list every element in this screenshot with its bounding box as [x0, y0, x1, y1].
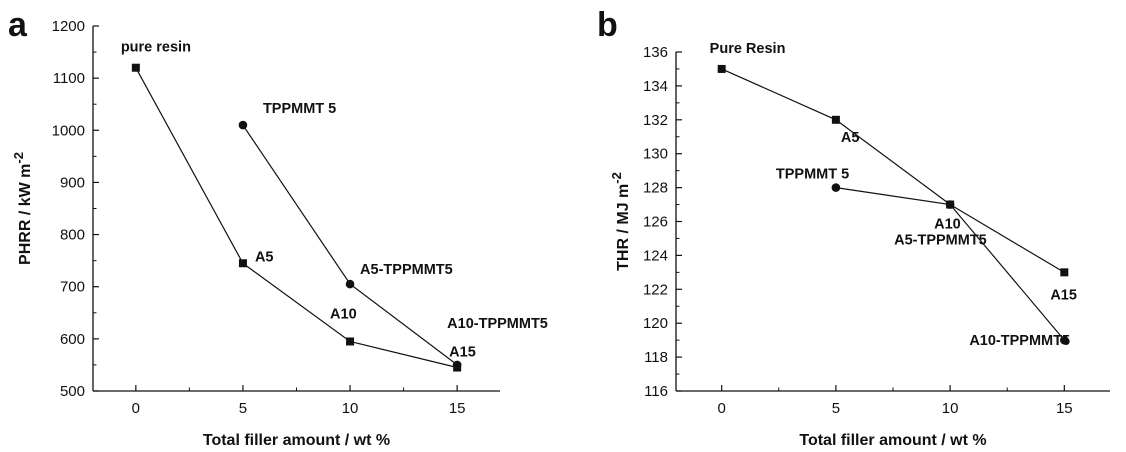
y-tick-label: 500 — [60, 383, 85, 400]
y-tick-label: 1200 — [52, 18, 85, 35]
x-tick-label: 10 — [942, 400, 959, 417]
data-annotation: A5 — [255, 249, 274, 265]
y-tick-label: 122 — [643, 281, 668, 298]
data-annotation: A5-TPPMMT5 — [894, 233, 987, 249]
data-annotation: A10-TPPMMT5 — [447, 316, 548, 332]
y-axis-label: PHRR / kW m-2 — [11, 152, 34, 265]
y-tick-label: 1100 — [53, 70, 85, 87]
y-tick-label: 700 — [60, 279, 85, 296]
y-axis-label: THR / MJ m-2 — [609, 172, 632, 271]
series-line-2 — [835, 187, 1065, 341]
y-tick-label: 132 — [643, 112, 668, 129]
x-tick-label: 15 — [1056, 400, 1073, 417]
data-annotation: Pure Resin — [710, 41, 786, 57]
data-annotation: A10 — [330, 306, 357, 322]
y-axis-label-superscript: -2 — [11, 152, 26, 164]
y-axis-label-superscript: -2 — [609, 172, 624, 184]
x-tick-label: 5 — [832, 400, 840, 417]
y-tick-label: 800 — [60, 227, 85, 244]
y-tick-label: 900 — [60, 174, 85, 191]
x-axis-label: Total filler amount / wt % — [799, 432, 986, 449]
x-axis-label: Total filler amount / wt % — [203, 432, 390, 449]
series-line-1 — [721, 68, 1065, 273]
data-point-square — [1060, 268, 1069, 277]
data-annotation: A5-TPPMMT5 — [360, 262, 453, 278]
x-tick-label: 15 — [449, 400, 466, 417]
x-tick-label: 5 — [239, 400, 247, 417]
data-annotation: A10-TPPMMT5 — [969, 333, 1070, 349]
panel-a: a 500 600 700 800 900 1000 1100 1200 0 5 10 15 Total … — [8, 6, 548, 449]
data-point-circle — [238, 120, 248, 130]
data-point-circle — [831, 183, 841, 192]
data-point-square — [346, 337, 355, 346]
data-annotation: A15 — [1050, 287, 1077, 303]
data-annotation: TPPMMT 5 — [263, 101, 336, 117]
data-annotation: A15 — [449, 345, 476, 361]
data-point-square — [717, 64, 726, 73]
y-tick-label: 126 — [643, 214, 668, 231]
y-tick-label: 128 — [643, 180, 668, 197]
data-annotation: A5 — [841, 130, 860, 146]
x-tick-label: 0 — [718, 400, 726, 417]
x-tick-label: 0 — [132, 400, 140, 417]
data-point-circle — [945, 200, 955, 209]
data-point-square — [831, 115, 840, 124]
y-tick-label: 1000 — [52, 122, 85, 139]
y-tick-label: 116 — [644, 383, 668, 400]
y-tick-label: 134 — [643, 78, 668, 95]
y-tick-label: 120 — [643, 315, 668, 332]
data-point-square — [238, 259, 247, 268]
data-annotation: A10 — [934, 217, 961, 233]
y-tick-label: 136 — [643, 44, 668, 61]
panel-letter: a — [8, 6, 28, 44]
series-line-1 — [135, 67, 458, 369]
series-line-2 — [242, 124, 458, 366]
data-point-circle — [1060, 335, 1069, 345]
y-tick-label: 124 — [643, 247, 668, 264]
data-point-circle — [345, 279, 355, 289]
x-tick-label: 10 — [342, 400, 359, 417]
data-annotation: pure resin — [121, 40, 191, 56]
panel-b: b 116 118 120 122 124 126 128 130 132 134 136 0 5 10 15… — [597, 6, 1110, 449]
y-tick-label: 600 — [60, 331, 85, 348]
y-tick-label: 130 — [643, 146, 668, 163]
y-tick-label: 118 — [644, 349, 668, 366]
data-point-circle — [452, 360, 462, 370]
data-annotation: TPPMMT 5 — [776, 167, 849, 183]
panel-letter: b — [597, 6, 618, 44]
data-point-square — [131, 63, 140, 72]
